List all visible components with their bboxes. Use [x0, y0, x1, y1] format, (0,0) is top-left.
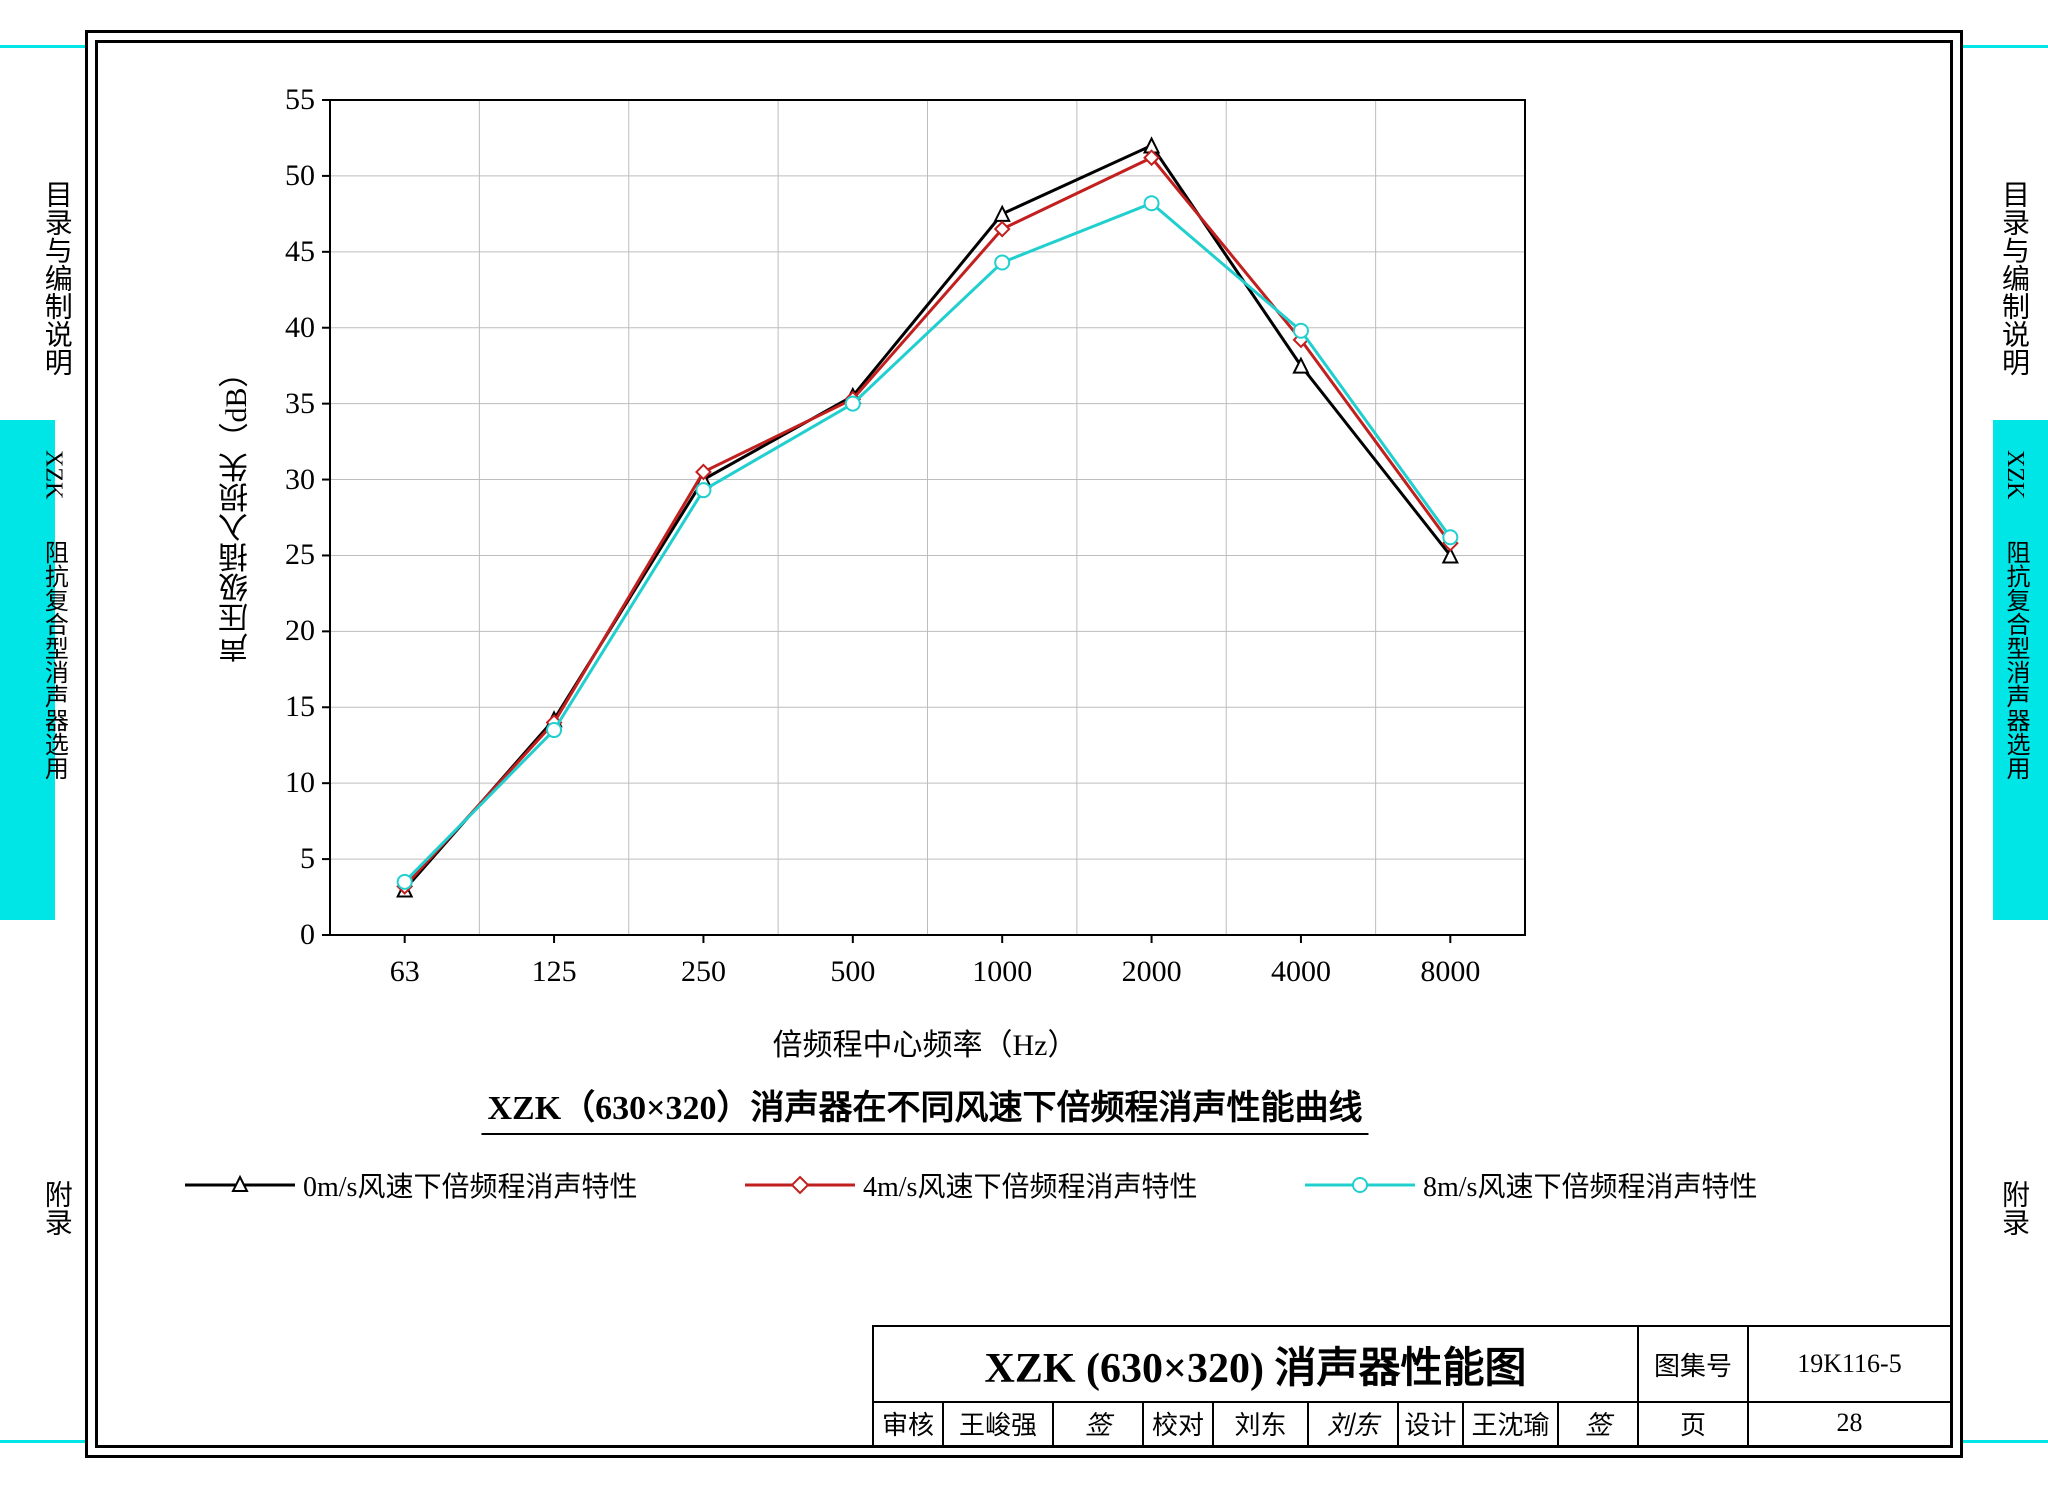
legend-item: 4m/s风速下倍频程消声特性 [745, 1165, 1197, 1205]
y-tick: 30 [260, 463, 315, 497]
designer-signature: 签 [1559, 1401, 1639, 1445]
x-tick: 500 [830, 955, 875, 989]
y-tick: 5 [260, 842, 315, 876]
y-tick: 40 [260, 311, 315, 345]
page: 目录与编制说明 XZK 阻抗复合型消声器选用 附录 目录与编制说明 XZK 阻抗… [0, 0, 2048, 1488]
side-tab-top: 目录与编制说明 [1997, 180, 2028, 376]
y-tick: 25 [260, 538, 315, 572]
designer: 王沈瑜 [1464, 1401, 1559, 1445]
y-tick: 15 [260, 690, 315, 724]
legend-label: 8m/s风速下倍频程消声特性 [1423, 1165, 1757, 1205]
chart-svg [330, 100, 1525, 935]
title-block: XZK (630×320) 消声器性能图 图集号 19K116-5 审核 王峻强… [872, 1325, 1950, 1445]
x-tick: 250 [681, 955, 726, 989]
y-tick: 35 [260, 387, 315, 421]
side-tab-bottom: 附录 [1997, 1180, 2028, 1236]
book-no-label: 图集号 [1639, 1327, 1749, 1401]
review-label: 审核 [874, 1401, 944, 1445]
x-tick: 4000 [1271, 955, 1331, 989]
design-label: 设计 [1399, 1401, 1464, 1445]
checker-signature: 刘东 [1309, 1401, 1399, 1445]
y-tick: 20 [260, 614, 315, 648]
y-tick: 55 [260, 83, 315, 117]
chart-plot [330, 100, 1525, 935]
check-label: 校对 [1144, 1401, 1214, 1445]
drawing-title: XZK (630×320) 消声器性能图 [874, 1327, 1639, 1401]
side-tab-mid-latin: XZK [2002, 450, 2028, 499]
reviewer-signature: 签 [1054, 1401, 1144, 1445]
book-no: 19K116-5 [1749, 1327, 1950, 1401]
page-no: 28 [1749, 1401, 1950, 1445]
reviewer: 王峻强 [944, 1401, 1054, 1445]
y-axis-title: 声压级插入损失（dB） [215, 357, 259, 662]
legend-label: 0m/s风速下倍频程消声特性 [303, 1165, 637, 1205]
y-tick: 45 [260, 235, 315, 269]
x-tick: 8000 [1420, 955, 1480, 989]
x-tick: 2000 [1122, 955, 1182, 989]
side-tab-mid-latin: XZK [40, 450, 66, 499]
decoration-bar [1963, 1440, 2048, 1443]
side-tab-mid: 阻抗复合型消声器选用 [2002, 540, 2028, 780]
y-tick: 50 [260, 159, 315, 193]
decoration-bar [0, 1440, 85, 1443]
y-tick: 10 [260, 766, 315, 800]
side-tab-bottom: 附录 [40, 1180, 71, 1236]
legend-label: 4m/s风速下倍频程消声特性 [863, 1165, 1197, 1205]
x-tick: 125 [532, 955, 577, 989]
legend-item: 0m/s风速下倍频程消声特性 [185, 1165, 637, 1205]
checker: 刘东 [1214, 1401, 1309, 1445]
side-tab-top: 目录与编制说明 [40, 180, 71, 376]
chart-title: XZK（630×320）消声器在不同风速下倍频程消声性能曲线 [481, 1080, 1368, 1135]
x-tick: 1000 [972, 955, 1032, 989]
side-tab-mid: 阻抗复合型消声器选用 [40, 540, 66, 780]
decoration-bar [0, 45, 85, 48]
y-tick: 0 [260, 918, 315, 952]
decoration-bar [1963, 45, 2048, 48]
page-label: 页 [1639, 1401, 1749, 1445]
legend-item: 8m/s风速下倍频程消声特性 [1305, 1165, 1757, 1205]
x-axis-title: 倍频程中心频率（Hz） [773, 1020, 1078, 1064]
x-tick: 63 [390, 955, 420, 989]
